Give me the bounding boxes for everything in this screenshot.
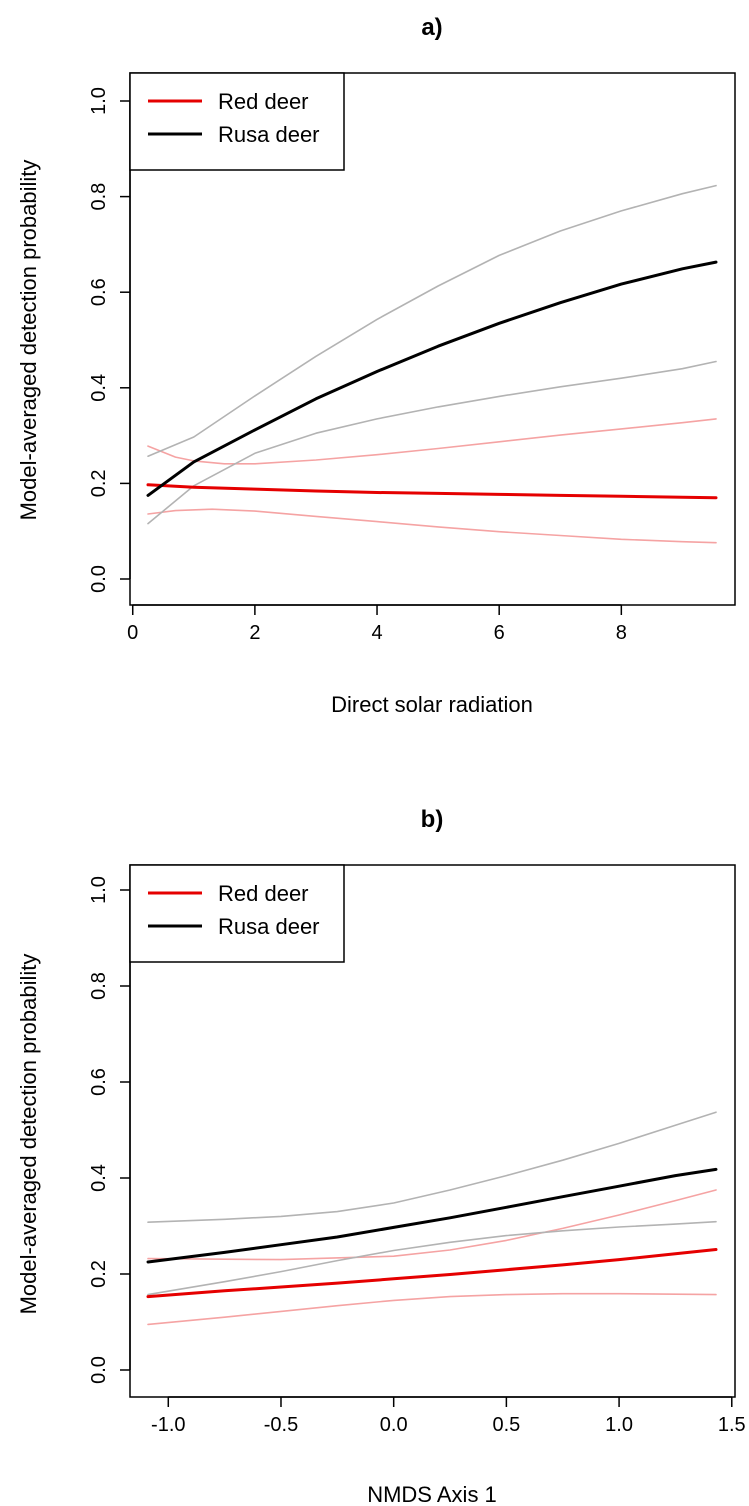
- axes: 0 2 4 6 8 0.0 0.2 0.4 0.6 0.8 1.0: [88, 87, 627, 644]
- legend-box: [129, 864, 345, 963]
- panel-b: -1.0 -0.5 0.0 0.5 1.0 1.5 0.0 0.2 0.4 0.6 0.8 1.0 R…: [16, 806, 746, 1506]
- series-line-3-estimate: [146, 260, 718, 497]
- series-line-5-lower-ci: [147, 360, 717, 525]
- y-tick-label: 1.0: [88, 876, 110, 904]
- y-tick-label: 0.8: [88, 183, 110, 211]
- panel-title: a): [421, 14, 442, 41]
- y-tick-label: 0.4: [88, 374, 110, 402]
- x-tick-label: -0.5: [264, 1414, 298, 1436]
- x-tick-label: 4: [371, 622, 382, 644]
- y-axis-label: Model-averaged detection probability: [16, 954, 41, 1315]
- legend-label: Red deer: [218, 881, 309, 906]
- x-tick-label: 0: [127, 622, 138, 644]
- legend-box: [129, 72, 345, 171]
- x-tick-label: 6: [494, 622, 505, 644]
- series-line-4-upper-ci: [147, 184, 717, 457]
- panel-a: 0 2 4 6 8 0.0 0.2 0.4 0.6 0.8 1.0 Red deer Rusa dee…: [16, 14, 736, 717]
- series-line-2-lower-ci: [147, 1292, 717, 1326]
- x-axis-label: Direct solar radiation: [331, 692, 533, 717]
- x-tick-label: 2: [249, 622, 260, 644]
- legend: Red deer Rusa deer: [129, 864, 345, 963]
- y-tick-label: 0.0: [88, 1356, 110, 1384]
- x-tick-label: -1.0: [151, 1414, 185, 1436]
- y-tick-label: 0.8: [88, 972, 110, 1000]
- y-tick-label: 0.0: [88, 565, 110, 593]
- y-axis-label: Model-averaged detection probability: [16, 160, 41, 521]
- y-tick-label: 0.6: [88, 1068, 110, 1096]
- x-tick-label: 8: [616, 622, 627, 644]
- legend: Red deer Rusa deer: [129, 72, 345, 171]
- x-tick-label: 0.0: [380, 1414, 408, 1436]
- series-line-5-lower-ci: [147, 1220, 717, 1296]
- axes: -1.0 -0.5 0.0 0.5 1.0 1.5 0.0 0.2 0.4 0.6 0.8 1.0: [88, 876, 746, 1436]
- y-tick-label: 0.2: [88, 1260, 110, 1288]
- panel-title: b): [421, 806, 444, 833]
- series-line-3-estimate: [146, 1167, 718, 1264]
- legend-label: Rusa deer: [218, 914, 320, 939]
- legend-label: Red deer: [218, 89, 309, 114]
- x-axis-label: NMDS Axis 1: [367, 1482, 497, 1506]
- y-tick-label: 0.4: [88, 1164, 110, 1192]
- x-tick-label: 1.5: [718, 1414, 746, 1436]
- x-tick-label: 0.5: [492, 1414, 520, 1436]
- series-line-2-lower-ci: [147, 508, 717, 544]
- series-layer: [146, 184, 718, 544]
- y-tick-label: 1.0: [88, 87, 110, 115]
- series-line-4-upper-ci: [147, 1111, 717, 1223]
- series-line-1-upper-ci: [147, 1189, 717, 1261]
- series-line-0-estimate: [146, 1248, 718, 1299]
- legend-label: Rusa deer: [218, 122, 320, 147]
- series-layer: [146, 1111, 718, 1326]
- series-line-0-estimate: [146, 483, 718, 500]
- y-tick-label: 0.6: [88, 278, 110, 306]
- y-tick-label: 0.2: [88, 469, 110, 497]
- x-tick-label: 1.0: [605, 1414, 633, 1436]
